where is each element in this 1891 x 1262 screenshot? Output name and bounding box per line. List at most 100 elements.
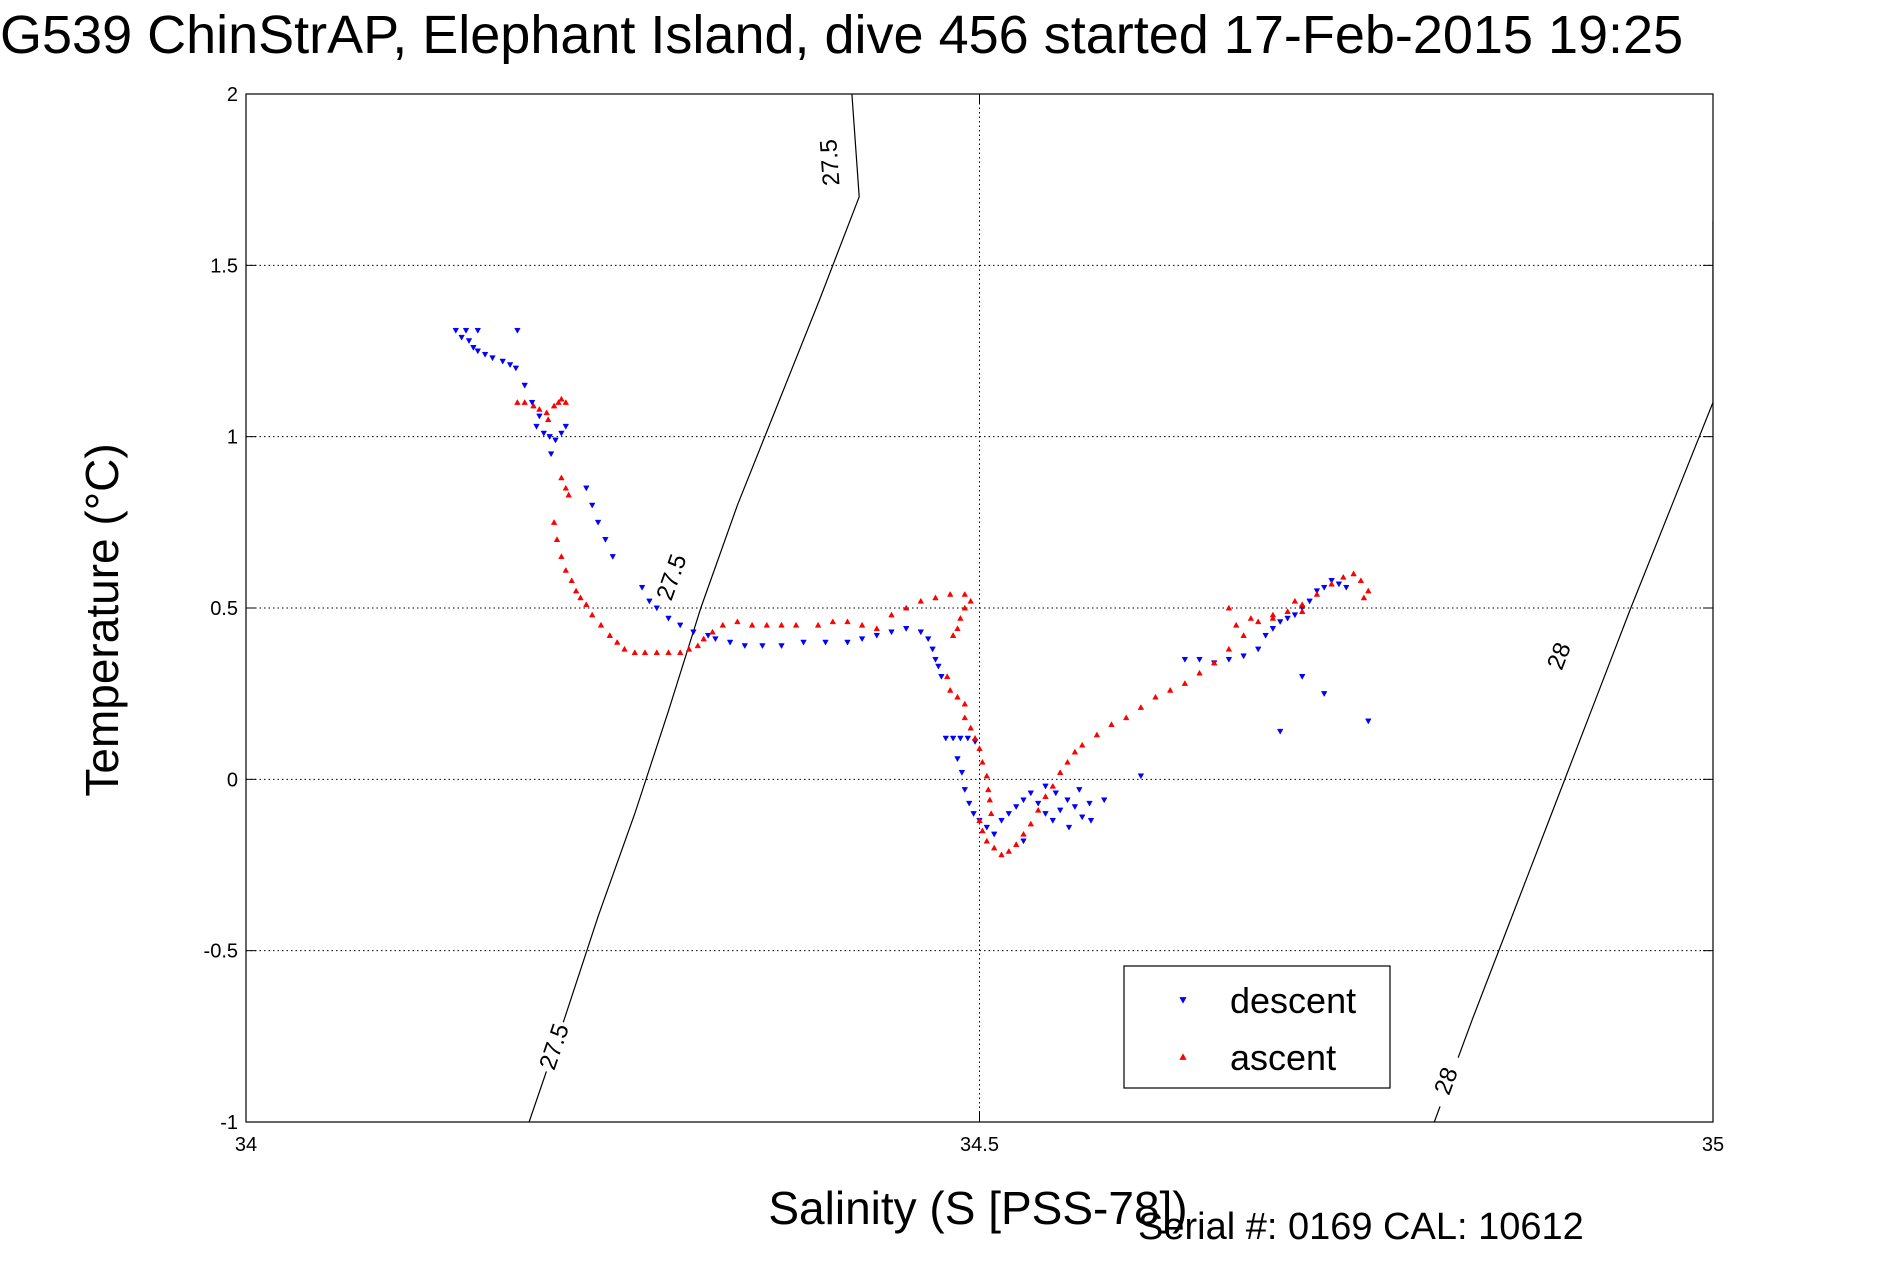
x-tick-label: 34.5 [960,1134,999,1156]
ascent-point [829,618,837,625]
descent-point [929,646,936,653]
ascent-point [1049,782,1057,789]
ascent-point [550,402,558,409]
ascent-point [954,693,961,700]
axis-ticks: 34 34.5 35 -1 -0.5 0 0.5 1 1.5 2 [204,84,1725,1156]
ascent-point [1340,573,1347,580]
y-tick-label: 1.5 [210,255,238,277]
y-tick-label: 0.5 [210,598,238,620]
ascent-point [946,686,954,693]
y-tick-label: -1 [220,1112,238,1134]
descent-point [546,434,553,441]
descent-point [970,811,977,817]
descent-point [1320,584,1328,591]
descent-point [1071,804,1079,811]
descent-point [726,639,734,646]
descent-point [1049,817,1057,824]
ascent-point [631,649,639,656]
ascent-point [1122,714,1130,721]
ascent-point [653,649,661,656]
descent-point [521,382,528,389]
ascent-point [1328,580,1335,587]
descent-point [1365,718,1372,725]
descent-point [1240,653,1247,660]
ascent-point [917,597,925,604]
grid-lines [246,94,1713,1122]
y-tick-label: -0.5 [204,941,238,963]
ascent-point [961,700,969,707]
descent-point [1020,838,1027,845]
ascent-point [763,621,771,628]
descent-point [552,437,559,444]
ascent-point [1027,820,1035,827]
x-tick-label: 34 [235,1134,257,1156]
x-tick-label: 35 [1702,1134,1724,1156]
ascent-point [1357,577,1365,584]
descent-point [1086,800,1093,807]
ascent-point [1269,614,1277,621]
ascent-point [1284,608,1291,614]
descent-point [1335,581,1343,588]
descent-point [665,615,672,622]
descent-point [452,327,460,334]
ascent-point [565,491,572,498]
descent-point [1306,598,1313,605]
descent-point [938,674,945,680]
ascent-point [902,604,910,611]
descent-point [917,629,925,636]
descent-point [822,639,829,646]
y-tick-label: 0 [227,769,238,791]
ascent-point [1360,594,1368,601]
contour-label-bg [533,1017,575,1076]
descent-point [1276,619,1284,626]
descent-point [1034,800,1042,807]
descent-point [1196,656,1203,663]
ascent-point [1291,597,1299,604]
contour-label-bg [1424,1051,1468,1110]
ascent-point [676,649,684,656]
ascent-point [1137,704,1145,710]
descent-point [540,430,548,437]
ascent-point [1313,590,1321,597]
ascent-point [976,817,983,823]
descent-point [1100,797,1108,804]
descent-point [594,519,602,526]
descent-point [759,643,766,650]
descent-point [533,423,540,430]
ascent-point [1225,604,1233,611]
ascent-point [1042,793,1049,799]
ascent-point [1005,847,1013,854]
descent-point [512,365,520,372]
descent-point [932,656,939,663]
legend-marker-ascent [1179,1053,1187,1060]
descent-point [506,362,514,369]
ascent-point [961,604,969,611]
ascent-point [641,649,649,656]
descent-point [583,485,590,492]
ascent-point [990,844,998,851]
descent-point [1064,797,1071,804]
descent-point [514,327,521,334]
ascent-point [1108,721,1115,727]
descent-point [536,413,543,420]
descent-point [676,622,684,629]
ascent-point [985,786,992,793]
ascent-point [1298,608,1306,614]
descent-point [964,735,972,742]
ascent-point [1020,830,1027,837]
descent-point [1298,674,1306,680]
descent-point [547,451,555,458]
ascent-point [986,796,994,803]
descent-point [609,554,616,560]
descent-point [1005,811,1013,817]
descent-point [1056,807,1064,814]
descent-point [957,735,964,742]
contour-label: 27.5 [815,138,845,187]
descent-point [888,629,895,636]
ascent-point [709,628,716,635]
ascent-point [553,536,561,542]
ascent-point [1152,693,1159,700]
descent-point [646,598,653,605]
descent-point [1065,824,1073,831]
